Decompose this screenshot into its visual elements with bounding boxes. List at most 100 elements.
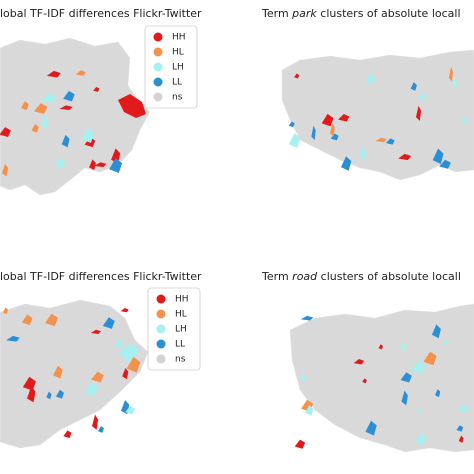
title-prefix: Term	[261, 270, 289, 283]
cluster-patch	[362, 378, 367, 384]
cluster-patch	[42, 92, 56, 104]
cluster-patch	[288, 121, 295, 128]
cluster-patch	[120, 308, 129, 313]
cluster-patch	[400, 372, 412, 383]
panel-title: Term park clusters of absolute locall	[261, 7, 461, 20]
cluster-patch	[31, 124, 39, 133]
legend-marker	[156, 324, 166, 334]
title-prefix: Term	[261, 7, 289, 20]
cluster-patch	[418, 93, 427, 100]
cluster-patch	[423, 351, 437, 366]
cluster-patch	[59, 105, 73, 111]
cluster-patch	[416, 408, 422, 414]
cluster-patch	[41, 114, 49, 129]
cluster-patch	[61, 134, 70, 148]
cluster-patch	[416, 432, 426, 446]
cluster-patch	[294, 73, 300, 79]
legend-label: HL	[175, 310, 187, 320]
cluster-patch	[410, 82, 417, 91]
cluster-patch	[21, 101, 29, 111]
cluster-patch	[294, 439, 306, 449]
cluster-patch	[93, 86, 100, 92]
cluster-patch	[75, 70, 86, 76]
cluster-patch	[400, 343, 407, 350]
cluster-patch	[6, 335, 20, 342]
title-term: park	[291, 7, 317, 20]
cluster-patch	[125, 406, 135, 415]
cluster-patch	[415, 105, 422, 121]
cluster-patch	[55, 389, 64, 399]
cluster-patch	[111, 148, 121, 164]
cluster-patch	[63, 430, 72, 439]
map-region	[281, 49, 474, 181]
title-term: road	[292, 270, 318, 283]
legend-marker	[156, 339, 166, 349]
cluster-patch	[92, 414, 99, 430]
legend: HH HL LH LL ns	[144, 25, 198, 109]
legend-label: LL	[172, 78, 182, 88]
cluster-patch	[458, 435, 464, 443]
cluster-patch	[311, 125, 316, 141]
legend-label: ns	[172, 93, 183, 103]
cluster-patch	[45, 313, 58, 327]
cluster-patch	[91, 371, 104, 383]
cluster-patch	[94, 162, 107, 168]
cluster-patch	[378, 344, 383, 350]
cluster-patch	[3, 307, 8, 315]
cluster-patch	[365, 73, 376, 85]
cluster-patch	[435, 389, 441, 398]
cluster-patch	[109, 158, 123, 174]
cluster-patch	[114, 339, 123, 349]
legend-box	[147, 287, 201, 371]
cluster-patch	[305, 405, 314, 416]
cluster-patch	[375, 137, 387, 143]
cluster-patch	[81, 128, 95, 143]
cluster-patch	[456, 425, 464, 432]
cluster-patch	[46, 70, 61, 78]
legend-marker	[153, 62, 163, 72]
cluster-patches	[0, 66, 470, 449]
legend-marker	[153, 47, 163, 57]
cluster-patch	[85, 382, 98, 397]
cluster-patch	[1, 163, 9, 177]
legend-label: HL	[172, 48, 184, 58]
cluster-patch	[439, 159, 451, 169]
cluster-patch	[448, 66, 453, 82]
cluster-patch	[63, 90, 75, 102]
cluster-patch	[54, 157, 66, 168]
cluster-patch	[300, 315, 314, 321]
cluster-patch	[340, 156, 352, 171]
cluster-patch	[330, 133, 339, 141]
cluster-patch	[353, 359, 365, 365]
legend-marker	[156, 294, 166, 304]
cluster-patch	[330, 123, 335, 137]
panel-title: Term road clusters of absolute locall	[261, 270, 461, 283]
cluster-patch	[442, 339, 449, 345]
title-suffix: clusters of absolute locall	[321, 270, 461, 283]
cluster-patch	[126, 356, 141, 373]
cluster-patch	[0, 127, 11, 138]
cluster-patch	[102, 317, 115, 329]
cluster-patch	[321, 113, 334, 127]
cluster-patch	[118, 344, 140, 362]
legend-label: LH	[175, 325, 187, 335]
cluster-patch	[118, 94, 146, 118]
legend-marker	[153, 92, 163, 102]
cluster-patch	[122, 367, 129, 380]
cluster-patch	[300, 373, 306, 382]
cluster-patch	[53, 365, 63, 379]
cluster-patch	[411, 360, 426, 374]
title-suffix: clusters of absolute locall	[320, 7, 460, 20]
cluster-patch	[398, 153, 412, 161]
legend-label: HH	[172, 33, 186, 43]
map-region	[289, 303, 474, 453]
cluster-patch	[338, 114, 350, 122]
legend-label: LH	[172, 63, 184, 73]
cluster-patch	[46, 391, 52, 400]
map-region	[0, 299, 149, 449]
legend-label: ns	[175, 355, 186, 365]
cluster-patch	[401, 390, 408, 406]
legend-label: HH	[175, 295, 189, 305]
